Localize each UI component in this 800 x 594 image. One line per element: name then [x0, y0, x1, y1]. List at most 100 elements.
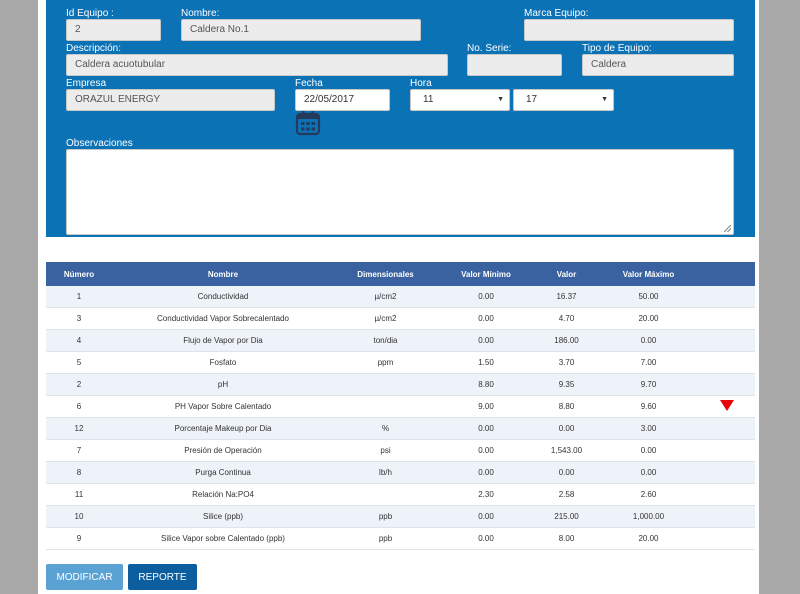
empresa-label: Empresa — [66, 78, 107, 89]
cell-valor-minimo: 0.00 — [437, 329, 535, 352]
no-serie-field[interactable] — [467, 54, 562, 76]
cell-dimensionales: % — [334, 417, 437, 440]
nombre-label: Nombre: — [181, 8, 220, 19]
cell-status — [699, 527, 755, 550]
hour-select-value: 11 — [423, 94, 434, 105]
hour-select[interactable]: 11 ▼ — [410, 89, 510, 111]
cell-valor-minimo: 0.00 — [437, 307, 535, 330]
cell-valor-minimo: 0.00 — [437, 286, 535, 308]
chevron-down-icon: ▼ — [497, 96, 504, 103]
cell-numero: 8 — [46, 461, 112, 484]
cell-status — [699, 483, 755, 506]
cell-valor-minimo: 0.00 — [437, 461, 535, 484]
col-header-valor-maximo: Valor Máximo — [598, 262, 699, 286]
table-row[interactable]: 1 Conductividad µ/cm2 0.00 16.37 50.00 — [46, 286, 755, 308]
cell-nombre: Silice (ppb) — [112, 505, 334, 528]
observaciones-label: Observaciones — [66, 138, 133, 149]
cell-numero: 11 — [46, 483, 112, 506]
resize-grip-icon[interactable] — [724, 225, 731, 232]
table-row[interactable]: 7 Presión de Operación psi 0.00 1,543.00 0.00 — [46, 439, 755, 462]
hora-label: Hora — [410, 78, 432, 89]
cell-valor-maximo: 1,000.00 — [598, 505, 699, 528]
modificar-button[interactable]: MODIFICAR — [46, 564, 123, 590]
cell-dimensionales — [334, 395, 437, 418]
cell-valor-maximo: 7.00 — [598, 351, 699, 374]
table-body: 1 Conductividad µ/cm2 0.00 16.37 50.00 3 Conduc… — [46, 286, 755, 550]
table-row[interactable]: 12 Porcentaje Makeup por Dia% 0.00 0.00 3.00 — [46, 417, 755, 440]
cell-dimensionales — [334, 373, 437, 396]
table-header-row: Número Nombre Dimensionales Valor Mínimo… — [46, 262, 755, 286]
cell-numero: 1 — [46, 286, 112, 308]
cell-valor: 4.70 — [535, 307, 598, 330]
marca-equipo-field[interactable] — [524, 19, 734, 41]
cell-status — [699, 461, 755, 484]
table-row[interactable]: 3 Conductividad Vapor Sobrecalentado µ/cm2… — [46, 307, 755, 330]
cell-numero: 2 — [46, 373, 112, 396]
cell-numero: 4 — [46, 329, 112, 352]
cell-dimensionales — [334, 483, 437, 506]
cell-dimensionales: ton/dia — [334, 329, 437, 352]
cell-nombre: Purga Continua — [112, 461, 334, 484]
table-row[interactable]: 2 pH 8.80 9.35 9.70 — [46, 373, 755, 396]
alert-down-triangle-icon — [720, 400, 734, 411]
cell-numero: 9 — [46, 527, 112, 550]
table-row[interactable]: 8 Purga Continua lb/h 0.00 0.00 0.00 — [46, 461, 755, 484]
cell-nombre: Fosfato — [112, 351, 334, 374]
cell-valor: 9.35 — [535, 373, 598, 396]
col-header-valor: Valor — [535, 262, 598, 286]
observaciones-textarea[interactable] — [66, 149, 734, 235]
cell-valor-maximo: 20.00 — [598, 527, 699, 550]
cell-nombre: Conductividad — [112, 286, 334, 308]
tipo-equipo-field[interactable]: Caldera — [582, 54, 734, 76]
calendar-icon[interactable] — [295, 110, 321, 136]
cell-dimensionales: ppb — [334, 527, 437, 550]
cell-valor-maximo: 9.60 — [598, 395, 699, 418]
cell-status — [699, 351, 755, 374]
cell-valor-maximo: 9.70 — [598, 373, 699, 396]
id-equipo-field[interactable]: 2 — [66, 19, 161, 41]
cell-valor-maximo: 3.00 — [598, 417, 699, 440]
cell-valor-maximo: 50.00 — [598, 286, 699, 308]
cell-valor-minimo: 2.30 — [437, 483, 535, 506]
descripcion-field[interactable]: Caldera acuotubular — [66, 54, 448, 76]
minute-select[interactable]: 17 ▼ — [513, 89, 614, 111]
cell-valor-minimo: 1.50 — [437, 351, 535, 374]
reporte-button[interactable]: REPORTE — [128, 564, 197, 590]
cell-valor-maximo: 0.00 — [598, 439, 699, 462]
cell-valor: 0.00 — [535, 461, 598, 484]
cell-dimensionales: lb/h — [334, 461, 437, 484]
table-row[interactable]: 11 Relación Na:PO4 2.30 2.58 2.60 — [46, 483, 755, 506]
descripcion-label: Descripción: — [66, 43, 122, 54]
cell-numero: 7 — [46, 439, 112, 462]
col-header-status — [699, 262, 755, 286]
cell-status — [699, 373, 755, 396]
cell-valor-minimo: 0.00 — [437, 417, 535, 440]
table-row[interactable]: 9 Silice Vapor sobre Calentado (ppb) ppb 0.… — [46, 527, 755, 550]
cell-valor-maximo: 0.00 — [598, 461, 699, 484]
cell-nombre: Presión de Operación — [112, 439, 334, 462]
cell-numero: 12 — [46, 417, 112, 440]
cell-status — [699, 286, 755, 308]
nombre-field[interactable]: Caldera No.1 — [181, 19, 421, 41]
fecha-field[interactable]: 22/05/2017 — [295, 89, 390, 111]
cell-nombre: pH — [112, 373, 334, 396]
cell-valor: 2.58 — [535, 483, 598, 506]
empresa-field[interactable]: ORAZUL ENERGY — [66, 89, 275, 111]
table-row[interactable]: 10 Silice (ppb) ppb 0.00 215.00 1,000.00 — [46, 505, 755, 528]
no-serie-label: No. Serie: — [467, 43, 512, 54]
col-header-nombre: Nombre — [112, 262, 334, 286]
table-row[interactable]: 5 Fosfato ppm 1.50 3.70 7.00 — [46, 351, 755, 374]
cell-dimensionales: µ/cm2 — [334, 307, 437, 330]
table-row[interactable]: 6 PH Vapor Sobre Calentado 9.00 8.80 9.60 — [46, 395, 755, 418]
cell-valor-minimo: 0.00 — [437, 505, 535, 528]
cell-status — [699, 439, 755, 462]
table-row[interactable]: 4 Flujo de Vapor por Dia ton/dia 0.00 186.00… — [46, 329, 755, 352]
cell-status — [699, 395, 755, 418]
cell-dimensionales: µ/cm2 — [334, 286, 437, 308]
cell-nombre: Flujo de Vapor por Dia — [112, 329, 334, 352]
cell-status — [699, 329, 755, 352]
cell-valor-minimo: 8.80 — [437, 373, 535, 396]
cell-valor: 0.00 — [535, 417, 598, 440]
cell-valor: 1,543.00 — [535, 439, 598, 462]
cell-status — [699, 307, 755, 330]
